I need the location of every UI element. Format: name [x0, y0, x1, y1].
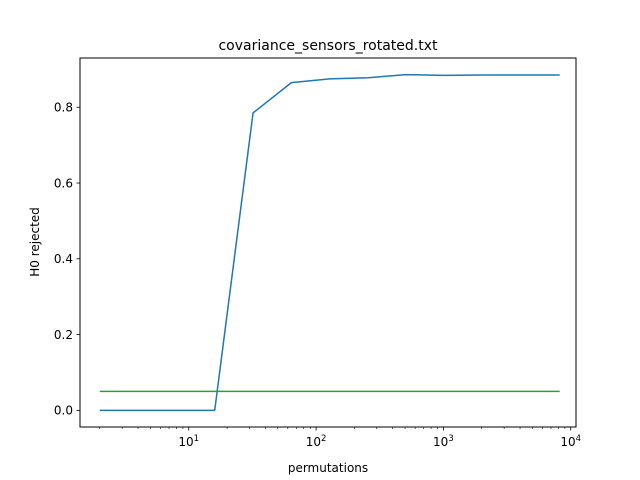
x-tick-label: 102 [306, 434, 327, 449]
y-tick-label: 0.2 [54, 328, 73, 342]
y-tick-label: 0.0 [54, 404, 73, 418]
x-axis-label: permutations [288, 461, 368, 475]
x-tick-label: 104 [560, 434, 581, 449]
axes-frame [79, 57, 577, 428]
chart-title: covariance_sensors_rotated.txt [218, 38, 438, 54]
x-tick-label: 103 [433, 434, 454, 449]
y-axis: 0.0 0.2 0.4 0.6 0.8 [54, 101, 80, 418]
y-tick-label: 0.6 [54, 176, 73, 190]
y-tick-label: 0.8 [54, 101, 73, 115]
series-layer [99, 73, 560, 412]
y-axis-label: H0 rejected [28, 207, 42, 277]
y-tick-label: 0.4 [54, 252, 73, 266]
plot-area [79, 57, 577, 428]
x-tick-label: 101 [178, 434, 199, 449]
x-axis: 101 102 103 104 [99, 427, 581, 449]
series-line-1 [99, 73, 560, 412]
